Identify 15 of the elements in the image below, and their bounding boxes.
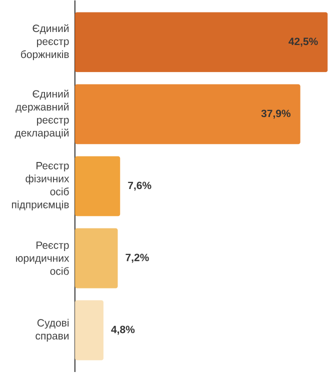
y-tick-label: Єдиний реєстр боржників: [21, 24, 69, 60]
data-label: 7,2%: [126, 254, 150, 263]
data-label: 42,5%: [288, 38, 318, 47]
bar: [75, 156, 120, 216]
y-tick-label: Єдиний державний реєстр декларацій: [15, 90, 69, 139]
bar: [75, 12, 328, 72]
bar: [75, 84, 300, 144]
y-tick-label: Реєстр фізичних осіб підприємців: [12, 162, 70, 210]
y-tick-label: Судові справи: [36, 318, 69, 342]
data-label: 37,9%: [261, 110, 291, 119]
data-label: 7,6%: [128, 182, 152, 191]
bar: [75, 300, 104, 360]
data-label: 4,8%: [111, 326, 135, 335]
y-tick-label: Реєстр юридичних осіб: [16, 242, 70, 275]
bar: [75, 228, 118, 288]
